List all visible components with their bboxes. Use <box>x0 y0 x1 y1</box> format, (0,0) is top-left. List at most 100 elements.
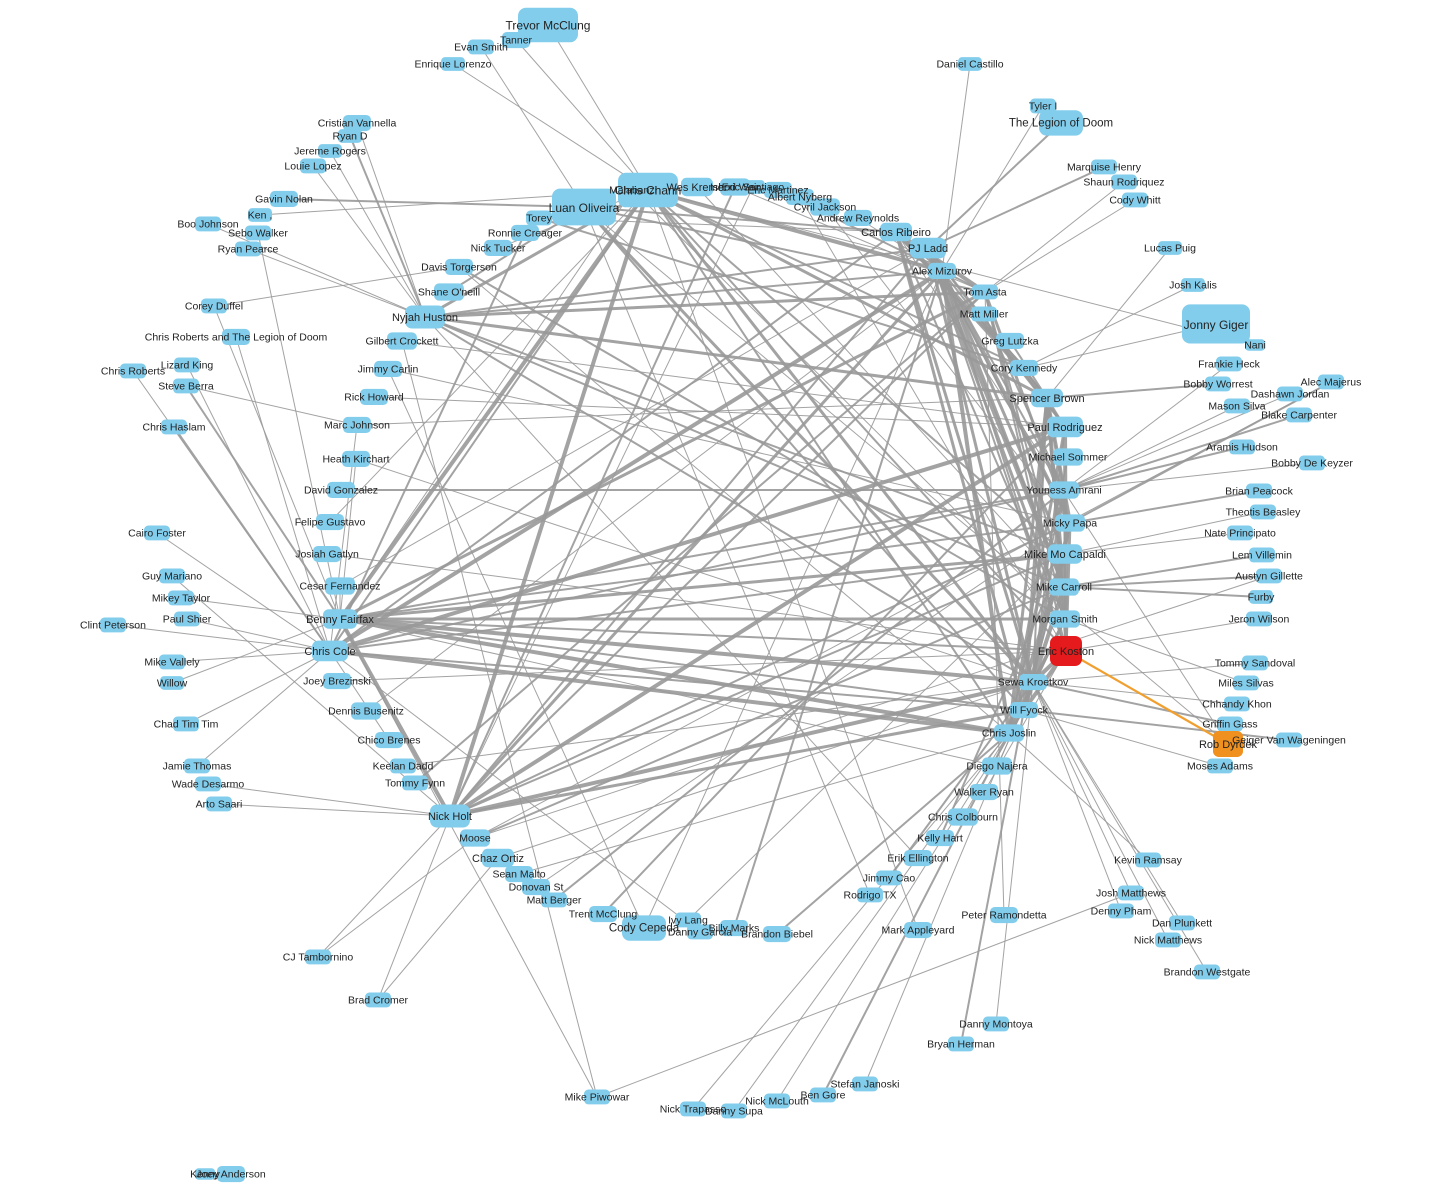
svg-text:Ryan Pearce: Ryan Pearce <box>218 244 279 256</box>
svg-text:Erik Ellington: Erik Ellington <box>887 853 948 865</box>
svg-text:Miles Silvas: Miles Silvas <box>1218 678 1273 690</box>
svg-text:Guy Mariano: Guy Mariano <box>142 571 202 583</box>
svg-text:Matt Berger: Matt Berger <box>527 895 582 907</box>
svg-text:Brad Cromer: Brad Cromer <box>348 995 409 1007</box>
svg-text:Kevin Ramsay: Kevin Ramsay <box>1114 855 1182 867</box>
svg-text:Marquise Henry: Marquise Henry <box>1067 162 1142 174</box>
svg-text:Sewa Kroetkov: Sewa Kroetkov <box>998 677 1069 689</box>
svg-text:Chris Roberts: Chris Roberts <box>101 366 165 378</box>
svg-text:Geiger Van Wageningen: Geiger Van Wageningen <box>1232 735 1346 747</box>
svg-text:Corey Duffel: Corey Duffel <box>185 301 243 313</box>
svg-text:Rick Howard: Rick Howard <box>344 392 404 404</box>
svg-text:Frankie Heck: Frankie Heck <box>1198 359 1261 371</box>
svg-text:Malabanzi: Malabanzi <box>609 185 657 197</box>
svg-text:Cody Whitt: Cody Whitt <box>1109 195 1160 207</box>
svg-text:Mike Mo Capaldi: Mike Mo Capaldi <box>1024 549 1106 561</box>
svg-text:Cesar Fernandez: Cesar Fernandez <box>299 581 380 593</box>
svg-text:Chris Joslin: Chris Joslin <box>982 728 1036 740</box>
svg-text:Brian Peacock: Brian Peacock <box>1225 486 1293 498</box>
svg-text:Willow: Willow <box>157 678 188 690</box>
svg-text:Theotis Beasley: Theotis Beasley <box>1226 507 1301 519</box>
svg-text:Sean Malto: Sean Malto <box>492 869 545 881</box>
svg-text:Chico Brenes: Chico Brenes <box>357 735 420 747</box>
svg-text:Brandon Westgate: Brandon Westgate <box>1164 967 1251 979</box>
svg-text:Wade Desarmo: Wade Desarmo <box>172 779 245 791</box>
svg-text:Luan Oliveira: Luan Oliveira <box>549 201 620 215</box>
svg-text:Steve Berra: Steve Berra <box>158 381 214 393</box>
svg-text:Lucas Puig: Lucas Puig <box>1144 243 1196 255</box>
svg-text:Jereme Rogers: Jereme Rogers <box>294 146 366 158</box>
svg-text:Bryan Herman: Bryan Herman <box>927 1039 995 1051</box>
svg-text:Moses Adams: Moses Adams <box>1187 761 1253 773</box>
svg-text:Bobby Worrest: Bobby Worrest <box>1183 379 1252 391</box>
svg-text:Nick McLouth: Nick McLouth <box>745 1096 809 1108</box>
svg-text:Jimmy Cao: Jimmy Cao <box>863 873 916 885</box>
svg-text:Danny Montoya: Danny Montoya <box>959 1019 1033 1031</box>
svg-text:Rodrigo TX: Rodrigo TX <box>844 890 897 902</box>
svg-text:Joey Anderson: Joey Anderson <box>196 1169 266 1181</box>
svg-text:Daniel Castillo: Daniel Castillo <box>936 59 1003 71</box>
svg-text:Shane O'neill: Shane O'neill <box>418 287 480 299</box>
svg-text:Dashawn Jordan: Dashawn Jordan <box>1251 389 1330 401</box>
svg-text:Mike Carroll: Mike Carroll <box>1036 582 1092 594</box>
svg-text:Griffin Gass: Griffin Gass <box>1202 719 1257 731</box>
svg-text:Moose: Moose <box>459 833 491 845</box>
svg-text:Andrew Reynolds: Andrew Reynolds <box>817 213 899 225</box>
svg-text:Chris Haslam: Chris Haslam <box>142 422 205 434</box>
svg-text:Mason Silva: Mason Silva <box>1208 401 1265 413</box>
svg-text:Keelan Dadd: Keelan Dadd <box>373 761 434 773</box>
svg-text:Heath Kirchart: Heath Kirchart <box>322 454 389 466</box>
svg-text:Tyler I: Tyler I <box>1029 101 1058 113</box>
svg-text:Mike Vallely: Mike Vallely <box>144 657 200 669</box>
svg-text:Marc Johnson: Marc Johnson <box>324 420 390 432</box>
svg-text:Josh Kalis: Josh Kalis <box>1169 280 1217 292</box>
svg-text:Arto Saari: Arto Saari <box>196 799 243 811</box>
svg-text:Chhandy Khon: Chhandy Khon <box>1202 699 1272 711</box>
svg-text:Felipe Gustavo: Felipe Gustavo <box>295 517 366 529</box>
svg-text:Ronnie Creager: Ronnie Creager <box>488 228 563 240</box>
svg-text:The Legion of Doom: The Legion of Doom <box>1009 117 1113 129</box>
svg-text:Tommy Fynn: Tommy Fynn <box>385 778 445 790</box>
svg-text:Chaz Ortiz: Chaz Ortiz <box>472 853 524 865</box>
svg-text:Benny Fairfax: Benny Fairfax <box>306 614 374 626</box>
svg-text:Josiah Gatlyn: Josiah Gatlyn <box>295 549 359 561</box>
svg-text:Louie Lopez: Louie Lopez <box>284 161 341 173</box>
svg-text:Enrique Lorenzo: Enrique Lorenzo <box>414 59 491 71</box>
svg-text:Aramis Hudson: Aramis Hudson <box>1206 442 1278 454</box>
svg-text:Nick Holt: Nick Holt <box>428 811 472 823</box>
svg-text:Walker Ryan: Walker Ryan <box>954 787 1014 799</box>
svg-text:Austyn Gillette: Austyn Gillette <box>1235 571 1303 583</box>
svg-text:Nick Matthews: Nick Matthews <box>1134 935 1202 947</box>
svg-text:Trent McClung: Trent McClung <box>569 909 638 921</box>
svg-text:Furby: Furby <box>1248 592 1276 604</box>
svg-text:Mike Piwowar: Mike Piwowar <box>565 1092 630 1104</box>
svg-text:Clint Peterson: Clint Peterson <box>80 620 146 632</box>
svg-text:Lem Villemin: Lem Villemin <box>1232 550 1292 562</box>
svg-text:Jonny Giger: Jonny Giger <box>1184 318 1249 332</box>
svg-text:Eric Koston: Eric Koston <box>1038 646 1094 658</box>
svg-text:Morgan Smith: Morgan Smith <box>1032 614 1098 626</box>
svg-text:Carlos Ribeiro: Carlos Ribeiro <box>861 227 931 239</box>
svg-text:Donovan St: Donovan St <box>509 882 564 894</box>
svg-text:Youness Amrani: Youness Amrani <box>1026 485 1102 497</box>
svg-text:Matt Miller: Matt Miller <box>960 309 1009 321</box>
svg-text:Gavin Nolan: Gavin Nolan <box>255 194 313 206</box>
svg-text:Jimmy Carlin: Jimmy Carlin <box>358 364 419 376</box>
svg-text:Lizard King: Lizard King <box>161 360 214 372</box>
svg-text:Chad Tim Tim: Chad Tim Tim <box>154 719 219 731</box>
svg-text:Stefan Janoski: Stefan Janoski <box>831 1079 900 1091</box>
svg-text:Brandon Biebel: Brandon Biebel <box>741 929 813 941</box>
svg-text:Sebo Walker: Sebo Walker <box>228 228 288 240</box>
svg-text:Micky Papa: Micky Papa <box>1043 518 1097 530</box>
svg-text:Michael Sommer: Michael Sommer <box>1029 452 1108 464</box>
svg-text:Trevor McClung: Trevor McClung <box>506 19 591 33</box>
svg-text:Jamie Thomas: Jamie Thomas <box>163 761 232 773</box>
svg-text:Blake Carpenter: Blake Carpenter <box>1261 410 1337 422</box>
svg-text:Ken ,: Ken , <box>248 210 273 222</box>
svg-text:David Gonzalez: David Gonzalez <box>304 485 378 497</box>
svg-text:Chris Roberts and The Legion o: Chris Roberts and The Legion of Doom <box>145 332 328 344</box>
svg-text:Alec Majerus: Alec Majerus <box>1301 377 1362 389</box>
svg-text:Mikey Taylor: Mikey Taylor <box>152 593 211 605</box>
svg-text:Kelly Hart: Kelly Hart <box>917 833 963 845</box>
svg-text:Mark Appleyard: Mark Appleyard <box>882 925 955 937</box>
